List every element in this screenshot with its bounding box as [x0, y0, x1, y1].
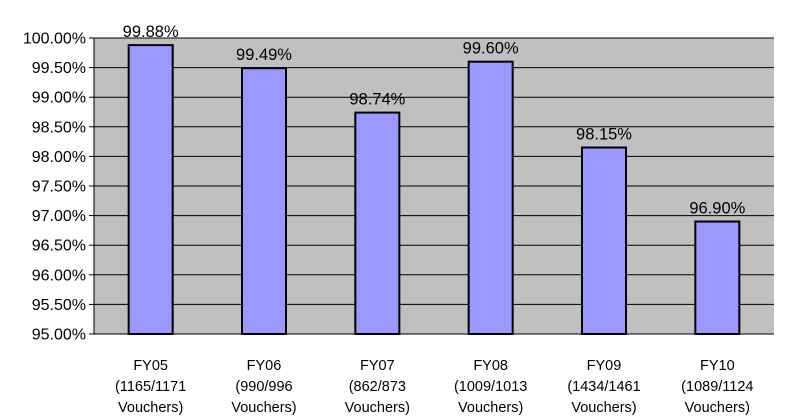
x-category-label: (1089/1124	[681, 379, 753, 395]
x-category-label: (1434/1461	[567, 379, 640, 395]
x-category-label: FY07	[360, 358, 395, 374]
data-label: 98.15%	[576, 126, 632, 144]
x-category-label: (1165/1171	[115, 379, 186, 395]
bar	[694, 220, 741, 336]
bar	[127, 44, 174, 335]
y-tick-label: 96.00%	[32, 267, 86, 284]
x-category-label: FY09	[587, 358, 622, 374]
x-category-label: Vouchers)	[458, 400, 523, 416]
bar	[354, 111, 401, 336]
x-category-label: FY08	[473, 358, 508, 374]
y-tick-label: 96.50%	[32, 238, 86, 255]
x-category-label: Vouchers)	[231, 400, 296, 416]
x-category-label: (990/996	[235, 379, 292, 395]
bar	[241, 67, 287, 336]
y-tick-label: 98.00%	[32, 149, 86, 166]
axes	[89, 37, 774, 335]
data-label: 98.74%	[349, 91, 405, 109]
x-category-label: Vouchers)	[571, 400, 636, 416]
bar	[467, 60, 514, 336]
x-category-label: Vouchers)	[345, 400, 410, 416]
x-category-label: (1009/1013	[454, 379, 527, 395]
data-label: 99.88%	[123, 23, 179, 41]
y-tick-label: 99.50%	[32, 60, 86, 77]
y-tick-label: 99.00%	[32, 90, 86, 107]
gridlines	[94, 37, 774, 305]
y-tick-label: 95.00%	[32, 327, 86, 344]
x-category-label: Vouchers)	[685, 400, 750, 416]
x-category-label: FY10	[700, 358, 735, 374]
data-label: 96.90%	[689, 200, 745, 218]
y-tick-label: 95.50%	[32, 297, 86, 314]
bars	[127, 44, 741, 336]
y-tick-label: 97.00%	[32, 208, 86, 225]
x-category-label: FY06	[247, 358, 282, 374]
data-label: 99.60%	[463, 40, 519, 58]
x-category-label: FY05	[133, 358, 168, 374]
y-tick-label: 100.00%	[23, 31, 86, 48]
x-category-label: Vouchers)	[118, 400, 183, 416]
y-tick-label: 98.50%	[32, 119, 86, 136]
y-tick-label: 97.50%	[32, 179, 86, 196]
bar	[581, 146, 627, 335]
labels: 95.00% 95.50% 96.00% 96.50% 97.00% 97.50% 98.0…	[23, 23, 754, 416]
x-category-label: (862/873	[349, 379, 406, 395]
data-label: 99.49%	[236, 46, 292, 64]
